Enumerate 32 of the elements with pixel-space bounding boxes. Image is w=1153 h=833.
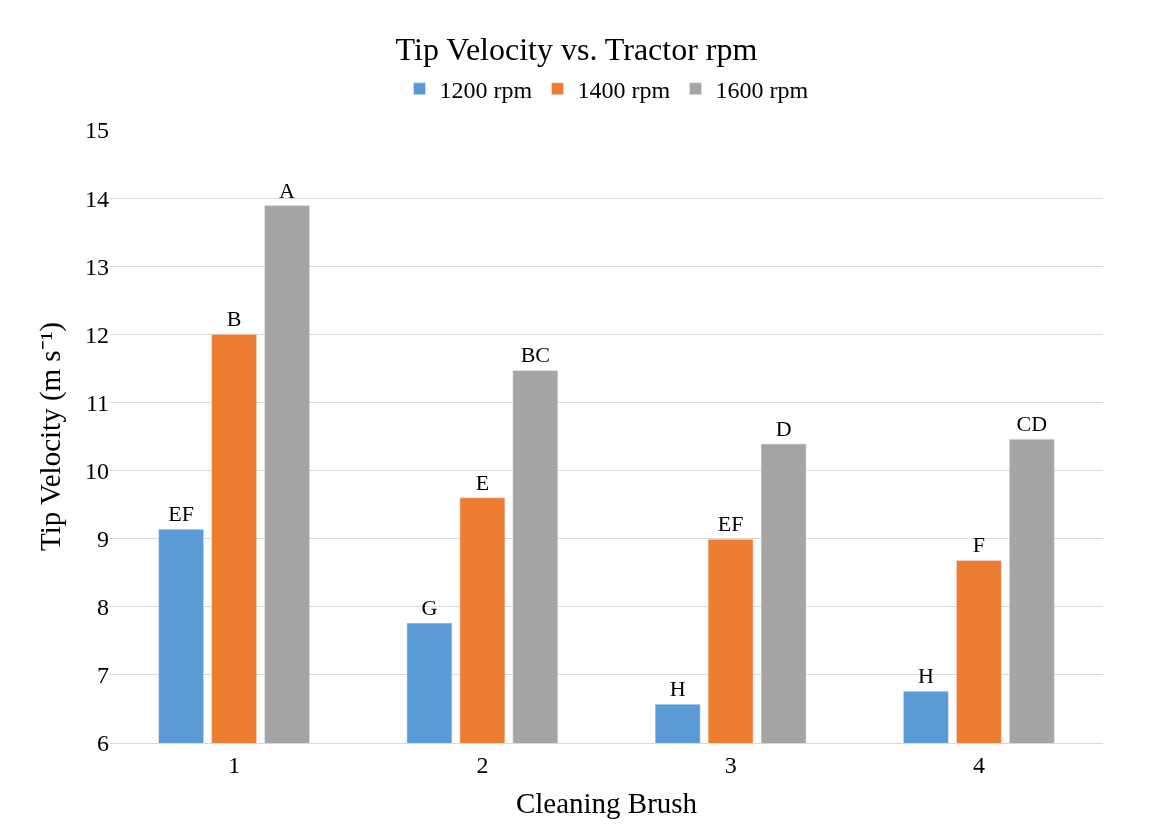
data-label: B bbox=[226, 306, 242, 332]
y-tick-label: 14 bbox=[85, 185, 109, 212]
y-tick-label: 7 bbox=[97, 662, 109, 689]
x-tick-label: 3 bbox=[724, 751, 737, 778]
y-axis-title: Tip Velocity (m s⁻¹) bbox=[34, 322, 68, 551]
data-label: EF bbox=[168, 501, 195, 527]
data-label: H bbox=[917, 663, 934, 689]
y-tick-label: 15 bbox=[85, 117, 109, 144]
y-tick-label: 9 bbox=[97, 526, 109, 553]
data-label: H bbox=[669, 676, 686, 702]
data-label: E bbox=[475, 469, 490, 495]
y-tick-label: 10 bbox=[85, 457, 109, 484]
chart-title: Tip Velocity vs. Tractor rpm bbox=[395, 30, 758, 67]
x-tick-label: 2 bbox=[476, 751, 489, 778]
data-label: F bbox=[972, 532, 985, 558]
y-tick-label: 11 bbox=[85, 389, 109, 416]
x-tick-label: 1 bbox=[228, 751, 241, 778]
legend-label: 1400 rpm bbox=[577, 77, 671, 104]
y-tick-label: 8 bbox=[97, 594, 109, 621]
legend-label: 1600 rpm bbox=[715, 77, 809, 104]
x-axis-title: Cleaning Brush bbox=[515, 786, 698, 819]
legend-label: 1200 rpm bbox=[439, 77, 533, 104]
data-label: EF bbox=[717, 511, 744, 537]
y-tick-label: 12 bbox=[85, 321, 109, 348]
data-label: D bbox=[775, 415, 792, 441]
data-label: CD bbox=[1016, 411, 1048, 437]
x-tick-label: 4 bbox=[972, 751, 985, 778]
y-tick-label: 6 bbox=[97, 730, 109, 757]
data-label: BC bbox=[520, 342, 551, 368]
data-label: G bbox=[421, 595, 438, 621]
y-tick-label: 13 bbox=[85, 253, 109, 280]
data-label: A bbox=[279, 177, 296, 203]
